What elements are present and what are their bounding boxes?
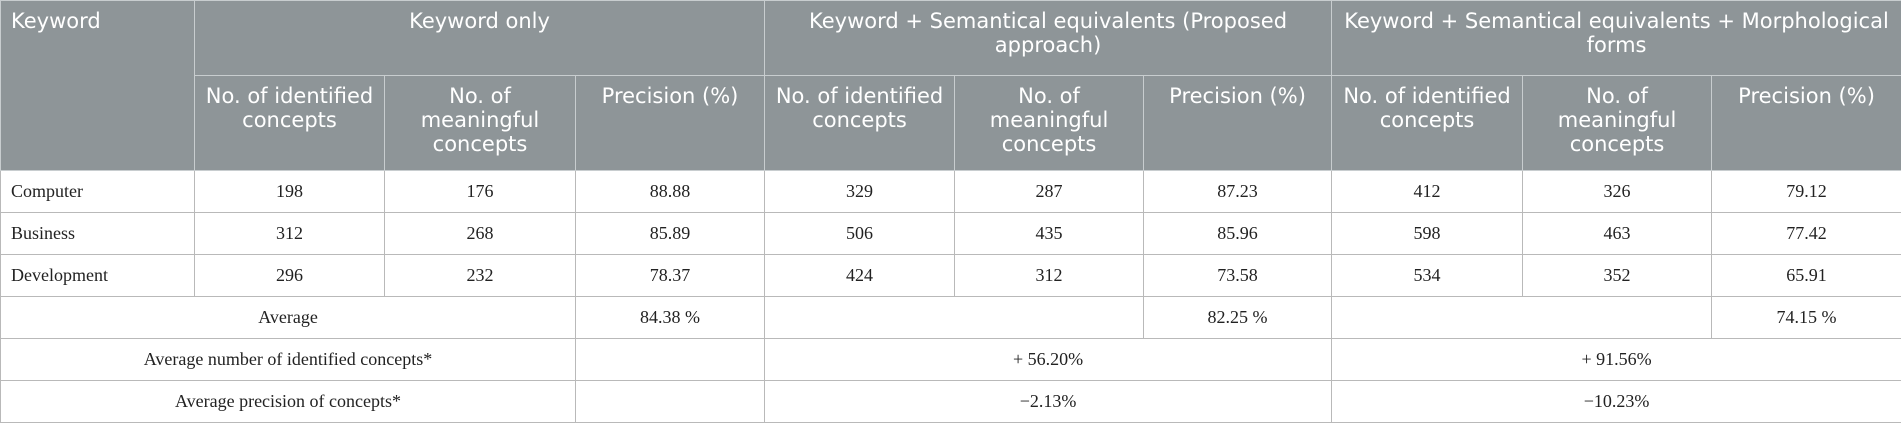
summary-label: Average precision of concepts* bbox=[0, 380, 576, 423]
cell: −2.13% bbox=[764, 380, 1333, 423]
cell: −10.23% bbox=[1331, 380, 1901, 423]
cell: 77.42 bbox=[1711, 212, 1901, 255]
cell: 74.15 % bbox=[1711, 296, 1901, 339]
row-label: Business bbox=[0, 212, 195, 255]
cell: 329 bbox=[764, 170, 956, 213]
cell: 412 bbox=[1331, 170, 1524, 213]
cell: 198 bbox=[194, 170, 385, 213]
empty-cell bbox=[1331, 296, 1713, 339]
summary-label: Average number of identified concepts* bbox=[0, 338, 576, 381]
cell: 79.12 bbox=[1711, 170, 1901, 213]
header-row: Keyword Keyword only Keyword + Semantica… bbox=[0, 0, 1901, 171]
cell: 65.91 bbox=[1711, 254, 1901, 297]
cell: 435 bbox=[954, 212, 1145, 255]
cell: 85.96 bbox=[1143, 212, 1333, 255]
summary-row: Average number of identified concepts* + … bbox=[0, 338, 1901, 381]
cell: 463 bbox=[1522, 212, 1713, 255]
cell: 88.88 bbox=[574, 170, 766, 213]
subheader-cell: Precision (%) bbox=[574, 75, 766, 171]
cell: 78.37 bbox=[574, 254, 766, 297]
empty-cell bbox=[764, 296, 1145, 339]
cell: 73.58 bbox=[1143, 254, 1333, 297]
cell: 85.89 bbox=[574, 212, 766, 255]
cell: 352 bbox=[1522, 254, 1713, 297]
summary-row: Average precision of concepts* −2.13% −10.… bbox=[0, 380, 1901, 423]
cell: 598 bbox=[1331, 212, 1524, 255]
cell: 424 bbox=[764, 254, 956, 297]
header-cell: Keyword only bbox=[193, 0, 766, 76]
cell: 296 bbox=[194, 254, 385, 297]
empty-cell bbox=[574, 380, 766, 423]
subheader-cell: Precision (%) bbox=[1711, 75, 1901, 171]
cell: 312 bbox=[954, 254, 1145, 297]
row-label: Development bbox=[0, 254, 195, 297]
row-label: Computer bbox=[0, 170, 195, 213]
cell: 232 bbox=[384, 254, 576, 297]
cell: 326 bbox=[1522, 170, 1713, 213]
average-row: Average 84.38 % 82.25 % 74.15 % bbox=[0, 296, 1901, 339]
header-cell: Keyword + Semantical equivalents + Morph… bbox=[1331, 0, 1901, 76]
cell: 176 bbox=[384, 170, 576, 213]
cell: 268 bbox=[384, 212, 576, 255]
subheader-cell: No. of identified concepts bbox=[194, 75, 385, 171]
subheader-cell: No. of identified concepts bbox=[1331, 75, 1524, 171]
cell: 82.25 % bbox=[1143, 296, 1333, 339]
header-cell: Keyword + Semantical equivalents (Propos… bbox=[764, 0, 1333, 76]
cell: 287 bbox=[954, 170, 1145, 213]
cell: + 91.56% bbox=[1331, 338, 1901, 381]
data-row: Business 312 268 85.89 506 435 85.96 598 463 77.4… bbox=[0, 212, 1901, 255]
cell: 534 bbox=[1331, 254, 1524, 297]
data-row: Computer 198 176 88.88 329 287 87.23 412 326 79.1… bbox=[0, 170, 1901, 213]
subheader-row: No. of identified concepts No. of meaning… bbox=[1, 75, 1901, 171]
subheader-cell: No. of identified concepts bbox=[764, 75, 956, 171]
subheader-cell: No. of meaningful concepts bbox=[384, 75, 576, 171]
cell: 87.23 bbox=[1143, 170, 1333, 213]
cell: 84.38 % bbox=[574, 296, 766, 339]
empty-cell bbox=[574, 338, 766, 381]
cell: 506 bbox=[764, 212, 956, 255]
average-label: Average bbox=[0, 296, 576, 339]
table-body: Computer 198 176 88.88 329 287 87.23 412 326 79.1… bbox=[0, 170, 1901, 423]
subheader-cell: Precision (%) bbox=[1143, 75, 1333, 171]
cell: 312 bbox=[194, 212, 385, 255]
subheader-cell: No. of meaningful concepts bbox=[954, 75, 1145, 171]
header-cell: Keyword bbox=[0, 0, 195, 171]
data-row: Development 296 232 78.37 424 312 73.58 534 352 6… bbox=[0, 254, 1901, 297]
subheader-cell: No. of meaningful concepts bbox=[1522, 75, 1713, 171]
cell: + 56.20% bbox=[764, 338, 1333, 381]
